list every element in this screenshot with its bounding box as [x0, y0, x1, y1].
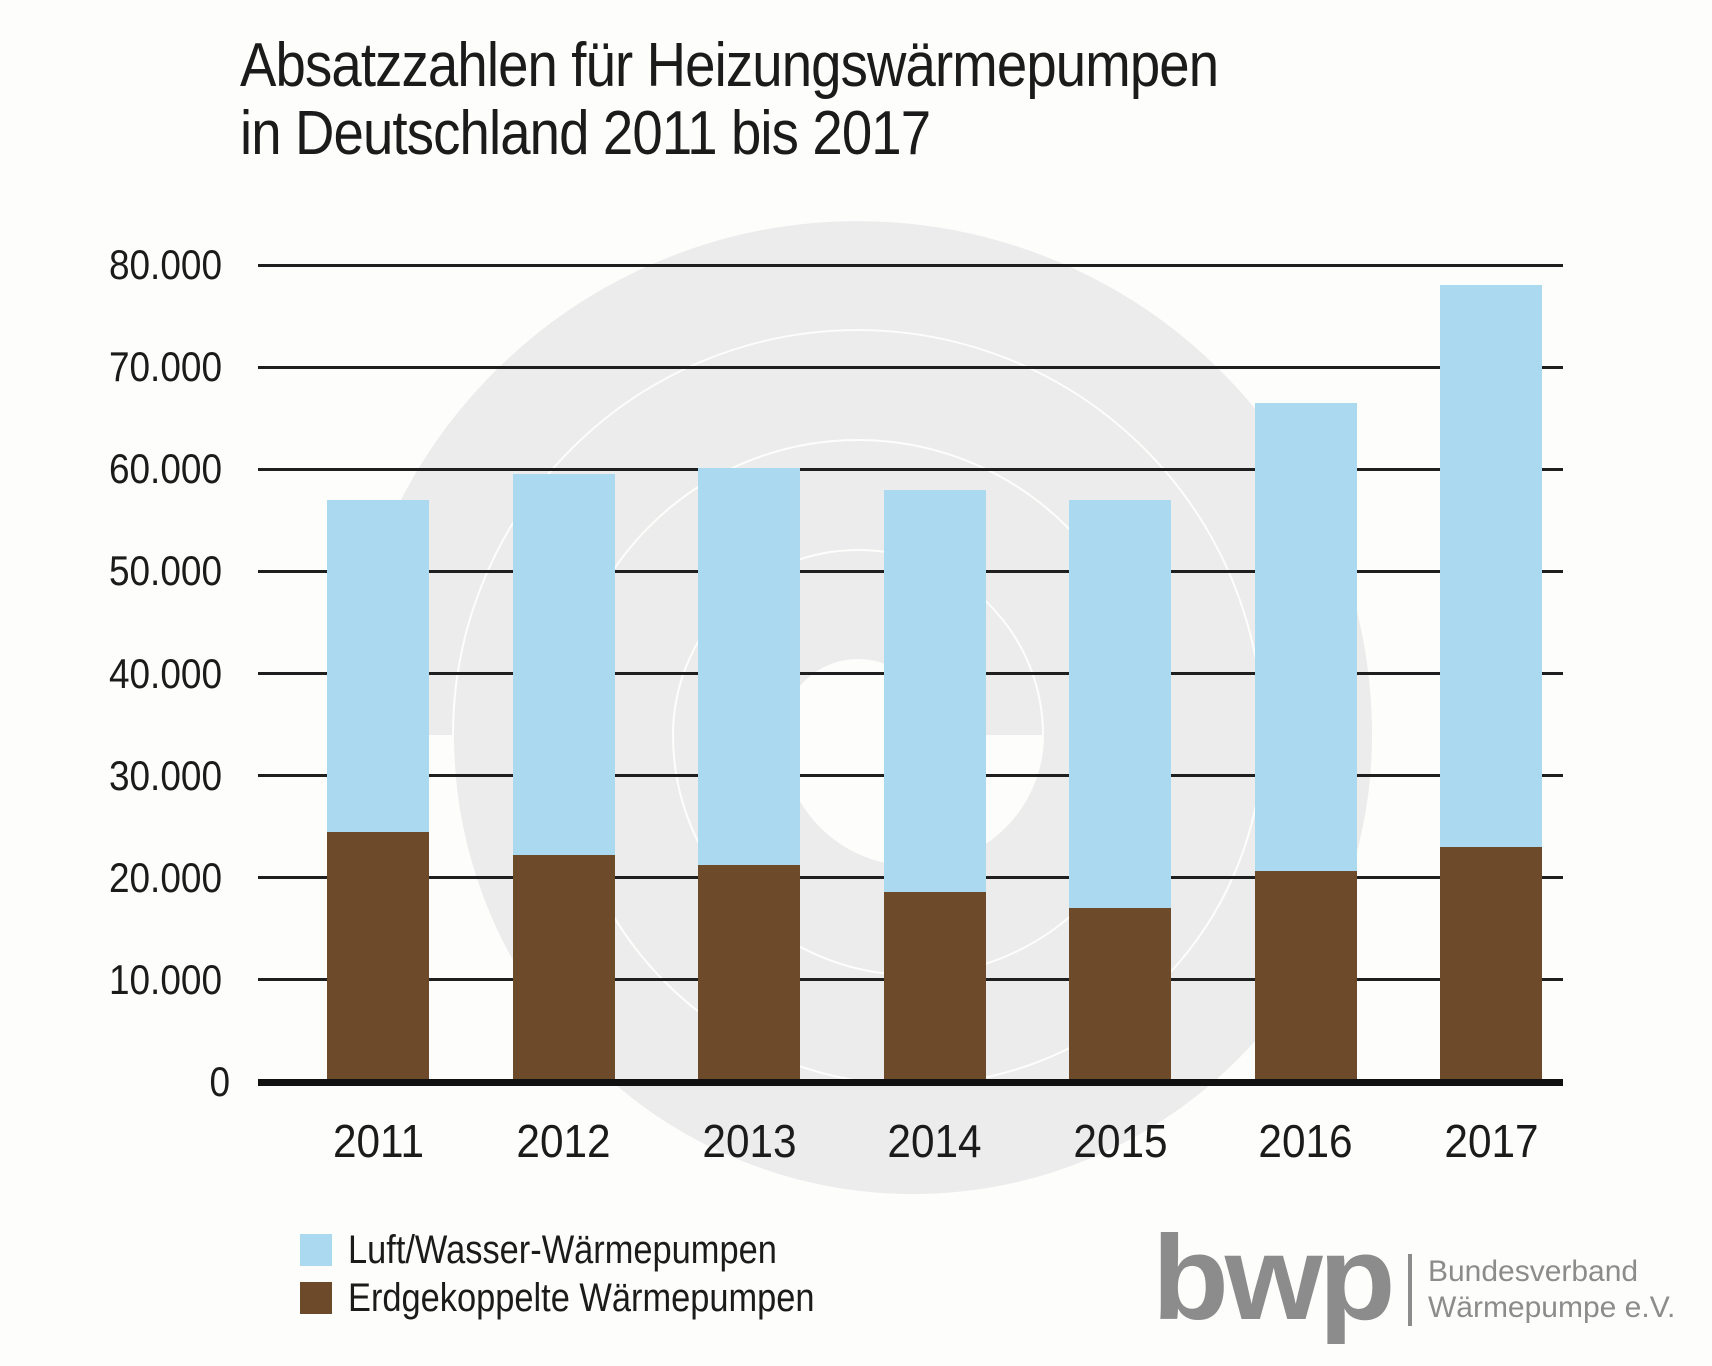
bar-2012-erdgekoppelte [512, 855, 615, 1082]
logo-org-name: Bundesverband Wärmepumpe e.V. [1428, 1254, 1675, 1326]
ytick-10000: 10.000 [108, 955, 222, 1003]
legend: Luft/Wasser-Wärmepumpen Erdgekoppelte Wä… [300, 1228, 891, 1330]
bar-2013-luft-wasser [698, 468, 800, 866]
gridline-60000 [258, 467, 1563, 471]
legend-swatch-erdgekoppelte [300, 1282, 332, 1314]
gridline-80000 [258, 263, 1563, 267]
bwp-logo-mark: bwp [1152, 1211, 1396, 1345]
ytick-40000: 40.000 [108, 649, 222, 697]
ytick-20000: 20.000 [108, 853, 222, 901]
ytick-0: 0 [209, 1058, 230, 1105]
xtick-2015: 2015 [1072, 1115, 1168, 1167]
bar-2014-luft-wasser [883, 489, 986, 893]
logo-org-line2: Wärmepumpe e.V. [1427, 1291, 1676, 1324]
bar-2016-luft-wasser [1254, 402, 1357, 871]
logo-divider [1407, 1254, 1412, 1326]
bar-2017-luft-wasser [1440, 285, 1542, 848]
ytick-30000: 30.000 [108, 751, 222, 799]
ytick-50000: 50.000 [108, 547, 222, 595]
xtick-2017: 2017 [1443, 1115, 1539, 1167]
bar-2017-erdgekoppelte [1440, 847, 1542, 1082]
bar-2016-erdgekoppelte [1254, 870, 1357, 1082]
legend-label-luft-wasser: Luft/Wasser-Wärmepumpen [348, 1227, 777, 1272]
bar-2014-erdgekoppelte [883, 892, 986, 1082]
xtick-2012: 2012 [516, 1115, 611, 1167]
bwp-logo: bwp Bundesverband Wärmepumpe e.V. [1152, 1211, 1675, 1345]
bar-2012-luft-wasser [512, 474, 615, 856]
ytick-80000: 80.000 [108, 241, 222, 288]
xtick-2014: 2014 [887, 1115, 982, 1167]
legend-item-luft-wasser: Luft/Wasser-Wärmepumpen [300, 1228, 891, 1272]
bar-2011-luft-wasser [327, 499, 429, 832]
bar-2011-erdgekoppelte [327, 831, 429, 1082]
gridline-70000 [258, 365, 1563, 369]
xtick-2016: 2016 [1258, 1115, 1353, 1167]
x-axis-line [258, 1078, 1563, 1086]
logo-org-line1: Bundesverband [1427, 1255, 1639, 1288]
chart-title-line1: Absatzzahlen für Heizungswärmepumpen [240, 31, 1219, 100]
legend-label-erdgekoppelte: Erdgekoppelte Wärmepumpen [348, 1275, 815, 1320]
legend-item-erdgekoppelte: Erdgekoppelte Wärmepumpen [300, 1276, 891, 1320]
chart-title-line2: in Deutschland 2011 bis 2017 [240, 99, 931, 168]
legend-swatch-luft-wasser [300, 1234, 332, 1266]
bar-2015-luft-wasser [1069, 499, 1171, 909]
xtick-2013: 2013 [701, 1115, 797, 1167]
bar-2015-erdgekoppelte [1069, 908, 1171, 1082]
xtick-2011: 2011 [332, 1115, 424, 1167]
bar-2013-erdgekoppelte [698, 865, 800, 1082]
ytick-70000: 70.000 [108, 343, 222, 391]
ytick-60000: 60.000 [108, 445, 222, 493]
